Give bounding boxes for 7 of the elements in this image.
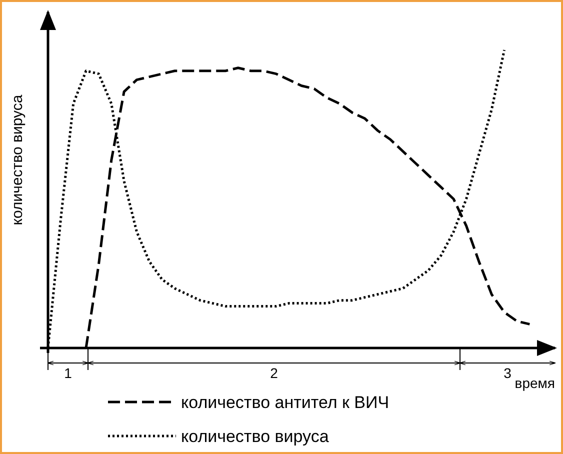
- text: 2: [270, 365, 278, 381]
- text: 3: [504, 365, 512, 381]
- legend-label: количество антител к ВИЧ: [181, 393, 390, 412]
- x-axis-title: время: [514, 375, 555, 391]
- text: 1: [64, 365, 72, 381]
- y-axis-title: количество вируса: [9, 94, 26, 226]
- legend-label: количество вируса: [181, 427, 330, 446]
